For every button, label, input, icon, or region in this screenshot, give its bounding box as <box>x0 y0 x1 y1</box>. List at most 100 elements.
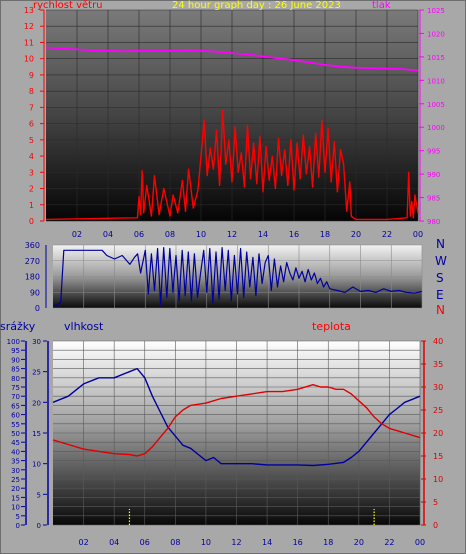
tick-temperature-40: 40 <box>433 337 443 346</box>
tick-humidity-15: 15 <box>32 430 41 438</box>
chart-title: 24 hour graph day : 26 June 2023 <box>172 0 341 11</box>
tick-rain-35: 35 <box>11 458 20 466</box>
tick-pressure-1015: 1015 <box>427 54 445 62</box>
tick-x-top-06: 06 <box>134 230 144 239</box>
series-humidity <box>52 367 421 467</box>
tick-wind-13: 13 <box>24 6 34 15</box>
tick-wind-1: 1 <box>29 201 34 210</box>
tick-x-top-22: 22 <box>382 230 392 239</box>
tick-temperature-0: 0 <box>433 521 438 530</box>
tick-pressure-1025: 1025 <box>427 7 445 15</box>
tick-direction-90: 90 <box>30 288 40 297</box>
tick-wind-4: 4 <box>29 152 34 161</box>
tick-rain-45: 45 <box>11 439 20 447</box>
tick-humidity-5: 5 <box>37 491 41 499</box>
tick-temperature-35: 35 <box>433 360 443 369</box>
tick-x-bottom-08: 08 <box>170 538 180 547</box>
tick-direction-180: 180 <box>25 273 40 282</box>
tick-humidity-0: 0 <box>37 522 41 530</box>
tick-x-bottom-06: 06 <box>140 538 150 547</box>
tick-rain-65: 65 <box>11 402 20 410</box>
tick-rain-20: 20 <box>11 485 20 493</box>
compass-w: W <box>435 254 447 268</box>
humidity-label: vlhkost <box>64 320 104 333</box>
tick-temperature-5: 5 <box>433 498 438 507</box>
series-temperature <box>52 384 421 457</box>
tick-x-bottom-16: 16 <box>293 538 303 547</box>
tick-x-top-16: 16 <box>289 230 299 239</box>
wind-speed-label: rychlost větru <box>33 0 103 11</box>
series-wind-speed <box>45 109 419 221</box>
tick-rain-40: 40 <box>11 448 20 456</box>
tick-rain-95: 95 <box>11 347 20 355</box>
tick-temperature-30: 30 <box>433 383 443 392</box>
tick-wind-0: 0 <box>29 217 34 226</box>
tick-rain-60: 60 <box>11 412 20 420</box>
tick-x-top-18: 18 <box>320 230 330 239</box>
tick-pressure-1020: 1020 <box>427 30 445 38</box>
tick-direction-360: 360 <box>25 241 40 250</box>
tick-x-top-12: 12 <box>227 230 237 239</box>
tick-wind-5: 5 <box>29 136 34 145</box>
tick-rain-0: 0 <box>16 522 20 530</box>
tick-humidity-25: 25 <box>32 369 41 377</box>
tick-wind-10: 10 <box>24 55 34 64</box>
tick-pressure-1010: 1010 <box>427 77 445 85</box>
tick-pressure-985: 985 <box>427 195 440 203</box>
temperature-label: teplota <box>312 320 351 333</box>
tick-x-bottom-10: 10 <box>201 538 211 547</box>
tick-rain-25: 25 <box>11 476 20 484</box>
tick-rain-10: 10 <box>11 504 20 512</box>
tick-temperature-10: 10 <box>433 475 443 484</box>
tick-x-bottom-00: 00 <box>415 538 425 547</box>
tick-wind-12: 12 <box>24 22 34 31</box>
tick-humidity-10: 10 <box>32 461 41 469</box>
tick-rain-30: 30 <box>11 467 20 475</box>
tick-x-bottom-22: 22 <box>384 538 394 547</box>
pressure-label: tlak <box>372 0 391 11</box>
tick-x-top-10: 10 <box>196 230 206 239</box>
tick-rain-90: 90 <box>11 356 20 364</box>
tick-x-bottom-04: 04 <box>109 538 119 547</box>
tick-x-bottom-18: 18 <box>323 538 333 547</box>
tick-x-top-00: 00 <box>413 230 423 239</box>
tick-rain-15: 15 <box>11 494 20 502</box>
tick-pressure-995: 995 <box>427 148 440 156</box>
tick-rain-80: 80 <box>11 375 20 383</box>
tick-x-bottom-14: 14 <box>262 538 272 547</box>
tick-temperature-20: 20 <box>433 429 443 438</box>
tick-rain-75: 75 <box>11 384 20 392</box>
tick-wind-6: 6 <box>29 120 34 129</box>
tick-direction-270: 270 <box>25 257 40 266</box>
tick-x-top-08: 08 <box>165 230 175 239</box>
tick-wind-11: 11 <box>24 38 34 47</box>
tick-wind-9: 9 <box>29 71 34 80</box>
compass-n-top: N <box>436 237 445 251</box>
tick-wind-2: 2 <box>29 185 34 194</box>
compass-s: S <box>436 271 444 285</box>
tick-humidity-30: 30 <box>32 338 41 346</box>
tick-x-top-02: 02 <box>72 230 82 239</box>
tick-x-top-20: 20 <box>351 230 361 239</box>
tick-rain-50: 50 <box>11 430 20 438</box>
tick-temperature-25: 25 <box>433 406 443 415</box>
tick-x-bottom-20: 20 <box>354 538 364 547</box>
tick-pressure-990: 990 <box>427 171 440 179</box>
tick-wind-7: 7 <box>29 103 34 112</box>
tick-x-top-14: 14 <box>258 230 268 239</box>
series-pressure <box>45 46 419 72</box>
tick-rain-100: 100 <box>7 338 20 346</box>
tick-wind-8: 8 <box>29 87 34 96</box>
tick-pressure-1000: 1000 <box>427 124 445 132</box>
tick-humidity-20: 20 <box>32 399 41 407</box>
tick-rain-55: 55 <box>11 421 20 429</box>
tick-pressure-1005: 1005 <box>427 101 445 109</box>
rain-label: srážky <box>0 320 36 333</box>
tick-rain-70: 70 <box>11 393 20 401</box>
tick-x-bottom-12: 12 <box>231 538 241 547</box>
tick-pressure-980: 980 <box>427 218 440 226</box>
compass-e: E <box>436 288 444 302</box>
tick-x-top-04: 04 <box>103 230 113 239</box>
series-wind-direction <box>52 247 423 307</box>
